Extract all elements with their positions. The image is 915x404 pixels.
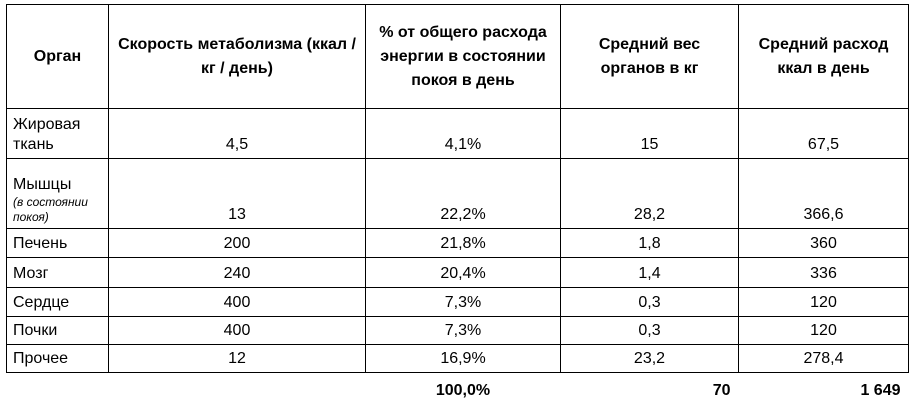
organ-name: Почки <box>13 322 57 339</box>
organ-name: Печень <box>13 235 67 252</box>
value-cell: 120 <box>739 317 909 345</box>
total-cell: 1 649 <box>739 373 909 404</box>
value-cell: 21,8% <box>366 229 561 258</box>
organ-cell: Жировая ткань <box>7 109 109 159</box>
header-cell: Орган <box>7 5 109 109</box>
value-cell: 4,1% <box>366 109 561 159</box>
organ-cell: Почки <box>7 317 109 345</box>
value-cell: 16,9% <box>366 345 561 373</box>
value-cell: 400 <box>109 288 366 317</box>
organ-name: Жировая ткань <box>13 116 80 153</box>
header-cell: Средний вес органов в кг <box>561 5 739 109</box>
header-cell: Скорость метаболизма (ккал / кг / день) <box>109 5 366 109</box>
value-cell: 278,4 <box>739 345 909 373</box>
value-cell: 20,4% <box>366 258 561 288</box>
value-cell: 67,5 <box>739 109 909 159</box>
organ-name: Прочее <box>13 350 68 367</box>
organ-cell: Печень <box>7 229 109 258</box>
organ-name: Сердце <box>13 294 69 311</box>
value-cell: 336 <box>739 258 909 288</box>
value-cell: 7,3% <box>366 317 561 345</box>
organ-cell: Сердце <box>7 288 109 317</box>
total-cell: 100,0% <box>366 373 561 404</box>
empty-cell <box>109 373 366 404</box>
value-cell: 360 <box>739 229 909 258</box>
total-cell: 70 <box>561 373 739 404</box>
organ-name: Мышцы <box>13 176 71 193</box>
value-cell: 1,4 <box>561 258 739 288</box>
value-cell: 120 <box>739 288 909 317</box>
organ-name: Мозг <box>13 265 48 282</box>
value-cell: 0,3 <box>561 317 739 345</box>
value-cell: 0,3 <box>561 288 739 317</box>
value-cell: 4,5 <box>109 109 366 159</box>
header-cell: Средний расход ккал в день <box>739 5 909 109</box>
value-cell: 28,2 <box>561 159 739 229</box>
value-cell: 13 <box>109 159 366 229</box>
organ-cell: Мозг <box>7 258 109 288</box>
organ-cell: Прочее <box>7 345 109 373</box>
value-cell: 1,8 <box>561 229 739 258</box>
value-cell: 15 <box>561 109 739 159</box>
value-cell: 200 <box>109 229 366 258</box>
header-cell: % от общего расхода энергии в состоянии … <box>366 5 561 109</box>
value-cell: 22,2% <box>366 159 561 229</box>
value-cell: 12 <box>109 345 366 373</box>
value-cell: 366,6 <box>739 159 909 229</box>
value-cell: 7,3% <box>366 288 561 317</box>
organ-cell: Мышцы (в состоянии покоя) <box>7 159 109 229</box>
empty-cell <box>7 373 109 404</box>
value-cell: 400 <box>109 317 366 345</box>
organ-note: (в состоянии покоя) <box>13 195 102 225</box>
value-cell: 23,2 <box>561 345 739 373</box>
value-cell: 240 <box>109 258 366 288</box>
